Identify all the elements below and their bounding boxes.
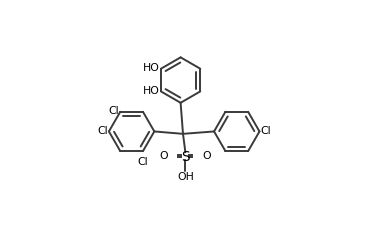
Text: HO: HO <box>143 63 160 73</box>
Text: Cl: Cl <box>108 106 119 116</box>
Text: Cl: Cl <box>138 157 148 167</box>
Text: Cl: Cl <box>97 126 108 136</box>
Text: O: O <box>160 151 168 161</box>
Text: OH: OH <box>177 172 194 182</box>
Text: O: O <box>203 151 211 161</box>
Text: Cl: Cl <box>261 126 271 136</box>
Text: HO: HO <box>143 87 160 96</box>
Text: S: S <box>181 150 190 163</box>
